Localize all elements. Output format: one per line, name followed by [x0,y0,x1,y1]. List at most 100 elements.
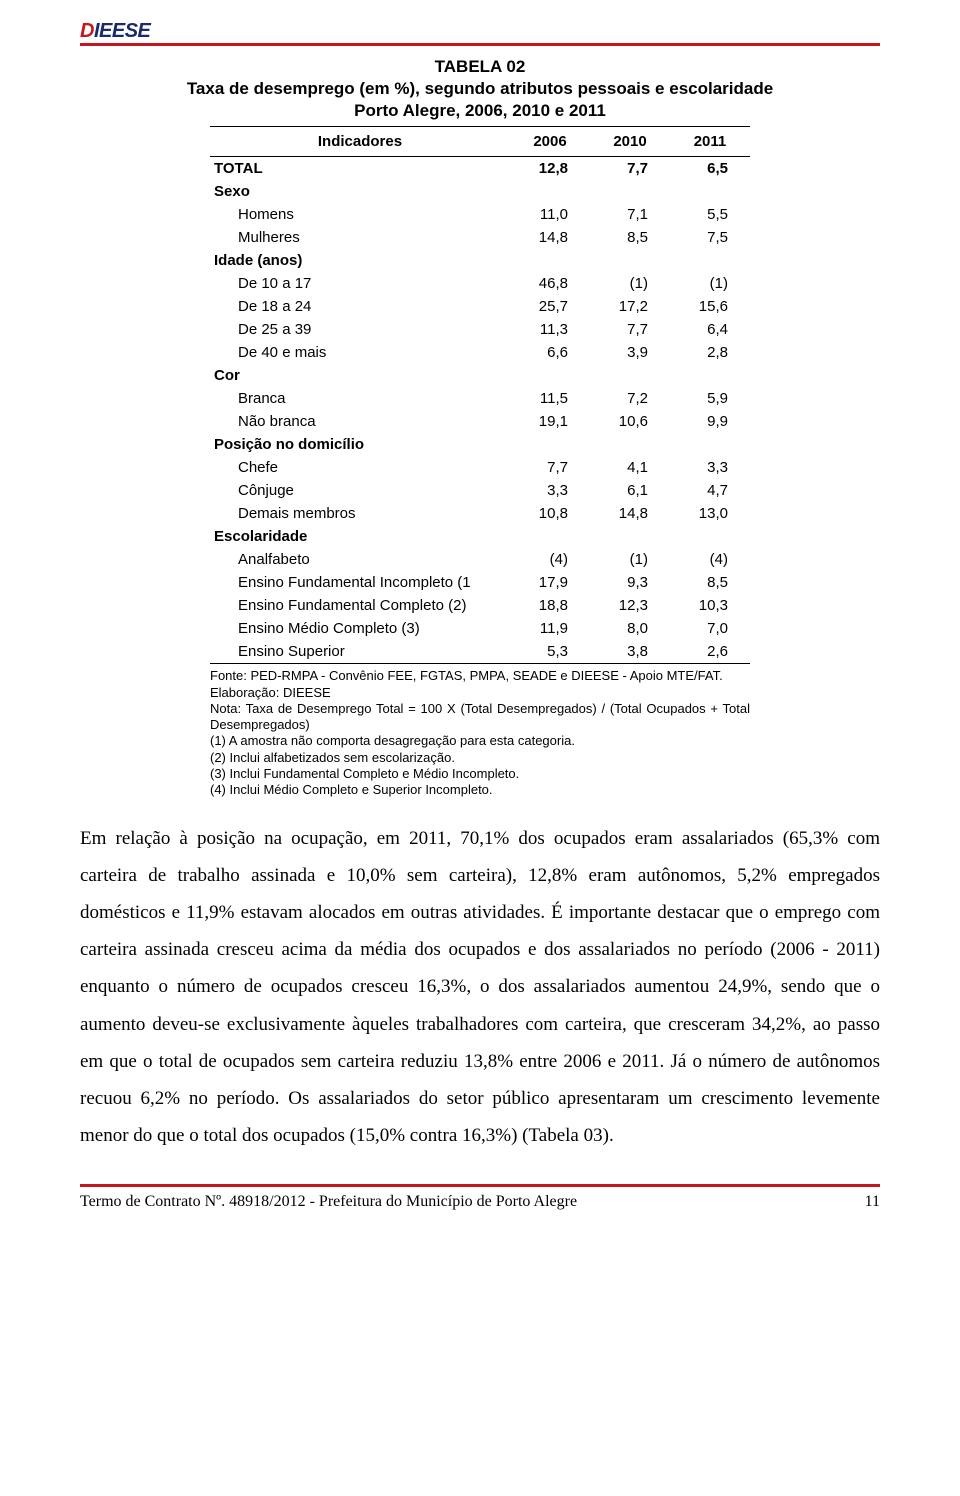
table-row: Não branca19,110,69,9 [210,410,750,433]
row-value: 5,3 [510,640,590,663]
row-value [590,364,670,387]
row-value: 17,2 [590,295,670,318]
row-value: 11,9 [510,617,590,640]
row-label: Não branca [210,410,510,433]
row-label: De 25 a 39 [210,318,510,341]
row-value: 18,8 [510,594,590,617]
row-label: Demais membros [210,502,510,525]
table-row: Mulheres14,88,57,5 [210,226,750,249]
row-value: 3,3 [670,456,750,479]
row-value: 7,7 [510,456,590,479]
row-value [590,180,670,203]
dieese-logo: DIEESE [80,20,150,43]
row-value: 12,8 [510,157,590,181]
row-value: 6,6 [510,341,590,364]
row-value [510,249,590,272]
row-label: Cônjuge [210,479,510,502]
row-value: 2,6 [670,640,750,663]
row-value: 8,0 [590,617,670,640]
table-row: De 18 a 2425,717,215,6 [210,295,750,318]
note-line: Fonte: PED-RMPA - Convênio FEE, FGTAS, P… [210,668,750,684]
row-value: 7,0 [670,617,750,640]
row-value: 7,7 [590,157,670,181]
data-table: Indicadores 2006 2010 2011 TOTAL12,87,76… [210,126,750,663]
row-value: (1) [670,272,750,295]
row-value: 3,3 [510,479,590,502]
row-value: 8,5 [590,226,670,249]
row-value: 7,7 [590,318,670,341]
row-value: 14,8 [510,226,590,249]
table-title-line: TABELA 02 [80,56,880,78]
row-value: 14,8 [590,502,670,525]
row-value: 3,8 [590,640,670,663]
row-label: TOTAL [210,157,510,181]
row-label: Escolaridade [210,525,510,548]
col-header: Indicadores [210,127,510,157]
col-header: 2006 [510,127,590,157]
row-value: 10,8 [510,502,590,525]
table-row: Ensino Superior5,33,82,6 [210,640,750,663]
row-label: Mulheres [210,226,510,249]
row-value: 11,3 [510,318,590,341]
row-value [590,525,670,548]
row-value [510,525,590,548]
row-label: Chefe [210,456,510,479]
logo-part-eese: EESE [99,20,150,42]
row-label: Cor [210,364,510,387]
table-row: Homens11,07,15,5 [210,203,750,226]
body-paragraph: Em relação à posição na ocupação, em 201… [80,820,880,1153]
row-value [670,525,750,548]
row-value [590,433,670,456]
row-value: 12,3 [590,594,670,617]
logo-part-d: D [80,20,94,42]
row-value: (4) [670,548,750,571]
row-value: 7,2 [590,387,670,410]
row-label: Sexo [210,180,510,203]
table-row: De 40 e mais6,63,92,8 [210,341,750,364]
table-row: De 25 a 3911,37,76,4 [210,318,750,341]
table-row: Cor [210,364,750,387]
row-value [510,180,590,203]
table-row: Escolaridade [210,525,750,548]
note-line: (2) Inclui alfabetizados sem escolarizaç… [210,750,750,766]
footer-page-number: 11 [865,1193,880,1211]
table-row: Ensino Médio Completo (3)11,98,07,0 [210,617,750,640]
table-row: Analfabeto(4)(1)(4) [210,548,750,571]
row-value: 6,4 [670,318,750,341]
row-label: Homens [210,203,510,226]
note-line: Elaboração: DIEESE [210,685,750,701]
row-value: 11,5 [510,387,590,410]
row-value [510,364,590,387]
table-row: Cônjuge3,36,14,7 [210,479,750,502]
table-row: De 10 a 1746,8(1)(1) [210,272,750,295]
row-value: 5,5 [670,203,750,226]
row-label: Idade (anos) [210,249,510,272]
table-bottom-rule [210,663,750,664]
row-value: 17,9 [510,571,590,594]
row-value: 19,1 [510,410,590,433]
row-value: 13,0 [670,502,750,525]
row-value: 4,1 [590,456,670,479]
note-line: Nota: Taxa de Desemprego Total = 100 X (… [210,701,750,734]
row-value [670,180,750,203]
header-bar: DIEESE [80,20,880,46]
row-value [510,433,590,456]
row-value: 11,0 [510,203,590,226]
row-label: Ensino Médio Completo (3) [210,617,510,640]
row-value: 3,9 [590,341,670,364]
row-label: De 18 a 24 [210,295,510,318]
row-value: 2,8 [670,341,750,364]
table-header-row: Indicadores 2006 2010 2011 [210,127,750,157]
row-value: 8,5 [670,571,750,594]
row-label: Posição no domicílio [210,433,510,456]
row-value: 5,9 [670,387,750,410]
row-value: 9,3 [590,571,670,594]
row-label: Ensino Superior [210,640,510,663]
table-wrapper: Indicadores 2006 2010 2011 TOTAL12,87,76… [210,126,750,798]
row-value [590,249,670,272]
row-value [670,433,750,456]
table-row: Idade (anos) [210,249,750,272]
table-row: Chefe7,74,13,3 [210,456,750,479]
row-value: 7,5 [670,226,750,249]
table-title-line: Taxa de desemprego (em %), segundo atrib… [80,78,880,100]
